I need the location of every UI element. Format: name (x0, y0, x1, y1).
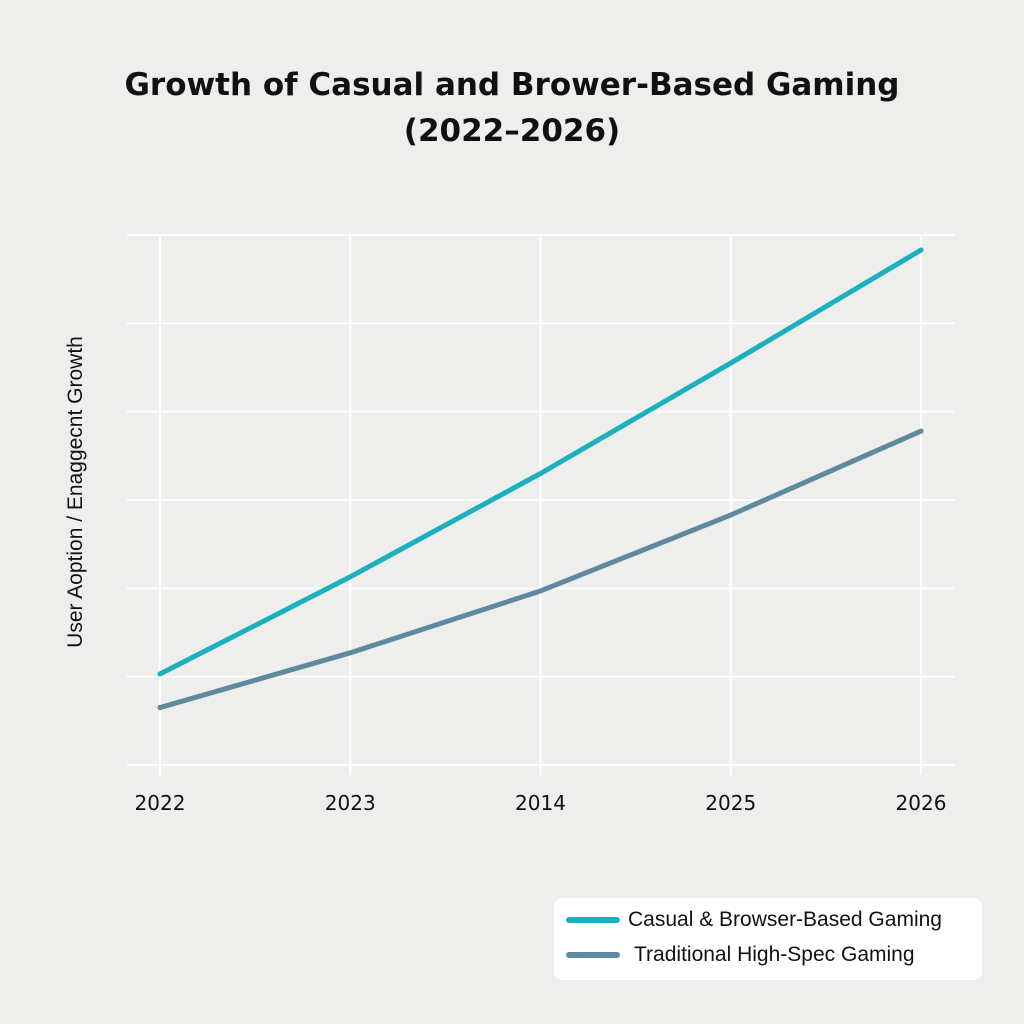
data-point (918, 428, 924, 434)
x-tick-label: 2014 (515, 791, 566, 815)
x-tick-label: 2022 (135, 791, 186, 815)
data-point (538, 588, 543, 594)
data-point (918, 247, 924, 253)
legend-item-traditional: Traditional High-Spec Gaming (566, 943, 915, 967)
chart-title-line-2: (2022–2026) (403, 113, 621, 149)
x-tick-label: 2023 (325, 791, 376, 815)
x-tick-label: 2026 (896, 791, 947, 815)
data-point (157, 671, 163, 677)
chart-title: Growth of Casual and Brower-Based Gaming… (0, 62, 1024, 154)
data-point (347, 650, 353, 656)
legend-label-casual: Casual & Browser-Based Gaming (628, 908, 942, 931)
data-point (728, 360, 734, 366)
data-point (157, 705, 163, 711)
data-point (347, 574, 353, 580)
legend-swatch-traditional (566, 952, 620, 958)
legend-label-traditional: Traditional High-Spec Gaming (634, 943, 915, 966)
x-tick-label: 2025 (705, 791, 756, 815)
legend-item-casual: Casual & Browser-Based Gaming (566, 908, 942, 932)
legend: Casual & Browser-Based Gaming Traditiona… (554, 898, 982, 980)
data-point (538, 471, 543, 476)
chart-title-line-1: Growth of Casual and Brower-Based Gaming (124, 67, 900, 103)
data-point (728, 512, 734, 518)
legend-swatch-casual (566, 917, 620, 923)
